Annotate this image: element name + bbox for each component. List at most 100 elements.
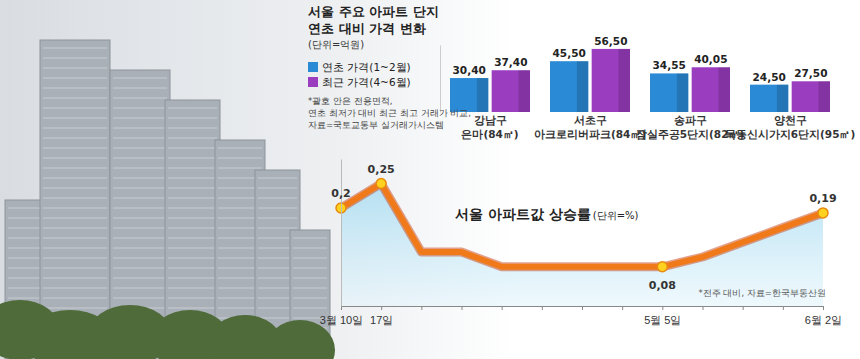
legend-label: 최근 가격(4~6월) bbox=[322, 76, 411, 88]
bar-shade bbox=[777, 85, 789, 112]
line bbox=[341, 184, 823, 267]
legend: 연초 가격(1~2월)최근 가격(4~6월) bbox=[308, 61, 411, 88]
y-axis bbox=[341, 160, 342, 307]
window-row bbox=[168, 108, 217, 109]
window-row bbox=[43, 218, 107, 219]
window-row bbox=[43, 68, 107, 69]
note: 연초 최저가 대비 최근 최고 거래가 비교, bbox=[308, 108, 471, 118]
data-label: 30,40 bbox=[453, 64, 486, 76]
bars bbox=[450, 49, 830, 112]
window-row bbox=[168, 308, 217, 309]
legend-swatch bbox=[308, 62, 318, 72]
tick-mark bbox=[341, 306, 342, 310]
tick bbox=[462, 306, 463, 310]
window-row bbox=[43, 208, 107, 209]
tspan: 은마(84㎡) bbox=[461, 128, 518, 140]
tick bbox=[421, 306, 422, 310]
window-row bbox=[293, 248, 327, 249]
window-row bbox=[293, 258, 327, 259]
bar-shade bbox=[577, 61, 589, 112]
data-label: 34,55 bbox=[653, 59, 686, 71]
window-row bbox=[168, 228, 217, 229]
window-row bbox=[113, 218, 167, 219]
window-row bbox=[43, 288, 107, 289]
bar bbox=[550, 61, 588, 112]
window-row bbox=[43, 108, 107, 109]
marker bbox=[657, 262, 667, 272]
window-row bbox=[113, 138, 167, 139]
bar-shade bbox=[719, 67, 731, 112]
tree bbox=[265, 320, 335, 359]
tick-mark bbox=[421, 306, 422, 310]
window-row bbox=[113, 238, 167, 239]
subtitle: 연초 대비 가격 변화 bbox=[308, 21, 426, 36]
window-row bbox=[113, 298, 167, 299]
window-row bbox=[258, 228, 297, 229]
bar bbox=[592, 49, 630, 112]
marker bbox=[376, 179, 386, 189]
window-row bbox=[293, 278, 327, 279]
window-row bbox=[43, 178, 107, 179]
line-shadow bbox=[341, 184, 823, 267]
window-row bbox=[113, 178, 167, 179]
window-row bbox=[168, 118, 217, 119]
window-row bbox=[43, 148, 107, 149]
data-label: 24,50 bbox=[753, 71, 786, 83]
bar bbox=[792, 81, 830, 112]
tspan: 송파구 bbox=[674, 114, 707, 126]
tspan: 강남구 bbox=[474, 114, 507, 126]
window-row bbox=[218, 168, 262, 169]
tspan: 양천구 bbox=[774, 114, 807, 126]
window-row bbox=[43, 158, 107, 159]
window-row bbox=[258, 208, 297, 209]
bar-y-axis bbox=[440, 46, 441, 113]
bar-shade bbox=[619, 49, 631, 112]
bar bbox=[750, 85, 788, 112]
window-row bbox=[43, 188, 107, 189]
axis-line bbox=[341, 160, 342, 307]
window-row bbox=[113, 88, 167, 89]
tick bbox=[743, 306, 744, 310]
data-label: 45,50 bbox=[553, 47, 586, 59]
window-row bbox=[168, 288, 217, 289]
window-row bbox=[168, 248, 217, 249]
window-row bbox=[43, 198, 107, 199]
window-row bbox=[168, 218, 217, 219]
subtitle: (단위=%) bbox=[593, 210, 639, 221]
line-title: 서울 아파트값 상승률(단위=%) bbox=[455, 206, 639, 222]
data-label: 40,05 bbox=[694, 53, 727, 65]
tick-mark bbox=[542, 306, 543, 310]
window-row bbox=[168, 208, 217, 209]
window-row bbox=[113, 148, 167, 149]
category-label: 서초구아크로리버파크(84㎡) bbox=[534, 114, 646, 140]
data-label: 0,08 bbox=[649, 279, 676, 292]
bar bbox=[692, 67, 730, 112]
window-row bbox=[43, 248, 107, 249]
window-row bbox=[168, 188, 217, 189]
window-row bbox=[43, 298, 107, 299]
window-row bbox=[293, 298, 327, 299]
window-row bbox=[258, 198, 297, 199]
data-label: 0,25 bbox=[368, 163, 395, 176]
tick-label: 3월 10일 bbox=[320, 314, 363, 326]
buildings bbox=[0, 40, 335, 359]
window-row bbox=[168, 158, 217, 159]
window-row bbox=[43, 138, 107, 139]
bar-shade bbox=[519, 70, 531, 112]
note: 자료=국토교통부 실거래가시스템 bbox=[308, 120, 444, 130]
marker bbox=[818, 208, 828, 218]
bar bbox=[450, 78, 488, 112]
window-row bbox=[43, 238, 107, 239]
window-row bbox=[113, 198, 167, 199]
window-row bbox=[43, 58, 107, 59]
title: 서울 주요 아파트 단지 bbox=[308, 4, 439, 19]
chart-root: 30,4045,5034,5524,5037,4056,5040,0527,50… bbox=[0, 0, 860, 359]
window-row bbox=[168, 148, 217, 149]
window-row bbox=[43, 308, 107, 309]
window-row bbox=[258, 188, 297, 189]
window-row bbox=[113, 248, 167, 249]
window-row bbox=[113, 78, 167, 79]
tick bbox=[582, 306, 583, 310]
tick-mark bbox=[622, 306, 623, 310]
window-row bbox=[168, 168, 217, 169]
